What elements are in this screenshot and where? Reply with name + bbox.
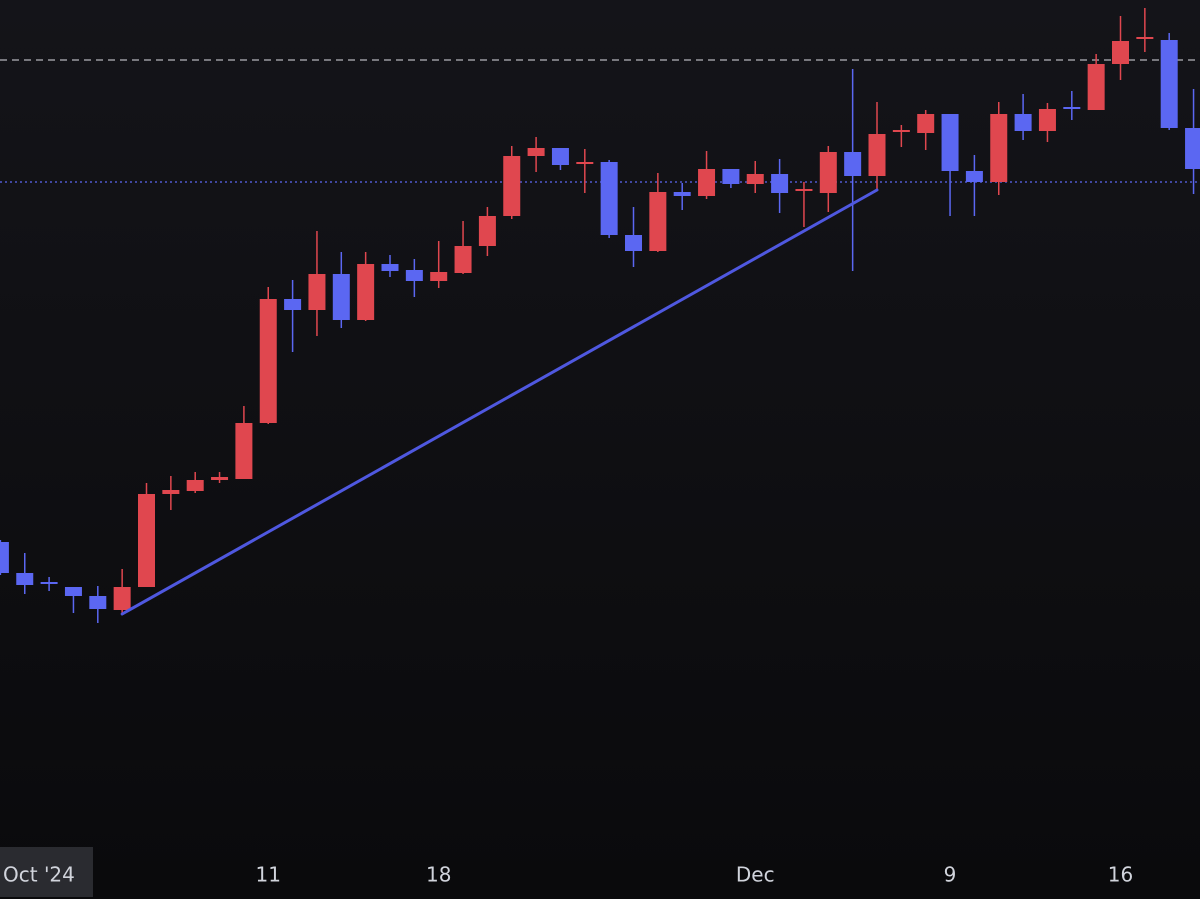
candle-body bbox=[1185, 128, 1200, 169]
candle-body bbox=[868, 134, 886, 176]
candle-body bbox=[1063, 107, 1081, 109]
candle-body bbox=[89, 596, 107, 609]
candle-body bbox=[941, 114, 959, 171]
candle-body bbox=[503, 156, 521, 216]
candle-body bbox=[40, 582, 58, 584]
x-tick-label: Oct '24 bbox=[3, 863, 75, 887]
candle-body bbox=[1087, 64, 1105, 110]
x-tick-label: Dec bbox=[736, 863, 775, 887]
candle-body bbox=[844, 152, 862, 176]
candle-body bbox=[16, 573, 34, 585]
candle-body bbox=[1112, 41, 1129, 64]
x-tick-label: 18 bbox=[426, 863, 451, 887]
candle-body bbox=[698, 169, 716, 196]
candle-body bbox=[332, 274, 350, 320]
candle-body bbox=[357, 264, 375, 320]
candle-body bbox=[1038, 109, 1056, 131]
candle-body bbox=[1014, 114, 1032, 131]
crosshair-label-box bbox=[0, 847, 93, 897]
candle-body bbox=[478, 216, 496, 246]
candle-body bbox=[308, 274, 326, 310]
candle-body bbox=[211, 477, 229, 480]
candle-body bbox=[673, 192, 691, 196]
candle-body bbox=[576, 162, 594, 164]
candle-body bbox=[259, 299, 277, 423]
candle-body bbox=[892, 130, 910, 132]
candle-body bbox=[1160, 40, 1178, 128]
candle-body bbox=[454, 246, 472, 273]
candle-body bbox=[771, 174, 789, 193]
candle-body bbox=[746, 174, 764, 184]
candle-body bbox=[405, 270, 423, 281]
candle-body bbox=[381, 264, 399, 271]
candle-body bbox=[1136, 37, 1154, 39]
x-tick-label: 11 bbox=[256, 863, 281, 887]
candle-body bbox=[284, 299, 302, 310]
candle-body bbox=[917, 114, 935, 133]
candle-body bbox=[625, 235, 642, 251]
candle-body bbox=[0, 542, 9, 573]
x-tick-label: 9 bbox=[944, 863, 957, 887]
candle-body bbox=[162, 490, 180, 494]
trendline bbox=[120, 188, 879, 616]
candle-body bbox=[430, 272, 448, 281]
candle-body bbox=[722, 169, 740, 184]
candle-body bbox=[965, 171, 983, 182]
candle-body bbox=[649, 192, 667, 251]
candle-body bbox=[138, 494, 155, 587]
candle-body bbox=[819, 152, 837, 193]
candle-body bbox=[64, 587, 82, 596]
candle-body bbox=[990, 114, 1008, 182]
x-tick-label: 16 bbox=[1108, 863, 1133, 887]
candle-body bbox=[235, 423, 253, 479]
candle-body bbox=[186, 480, 204, 491]
candle-body bbox=[795, 189, 813, 191]
candle-body bbox=[527, 148, 545, 156]
candle-body bbox=[600, 162, 618, 235]
candle-body bbox=[551, 148, 569, 165]
candle-body bbox=[113, 587, 131, 610]
